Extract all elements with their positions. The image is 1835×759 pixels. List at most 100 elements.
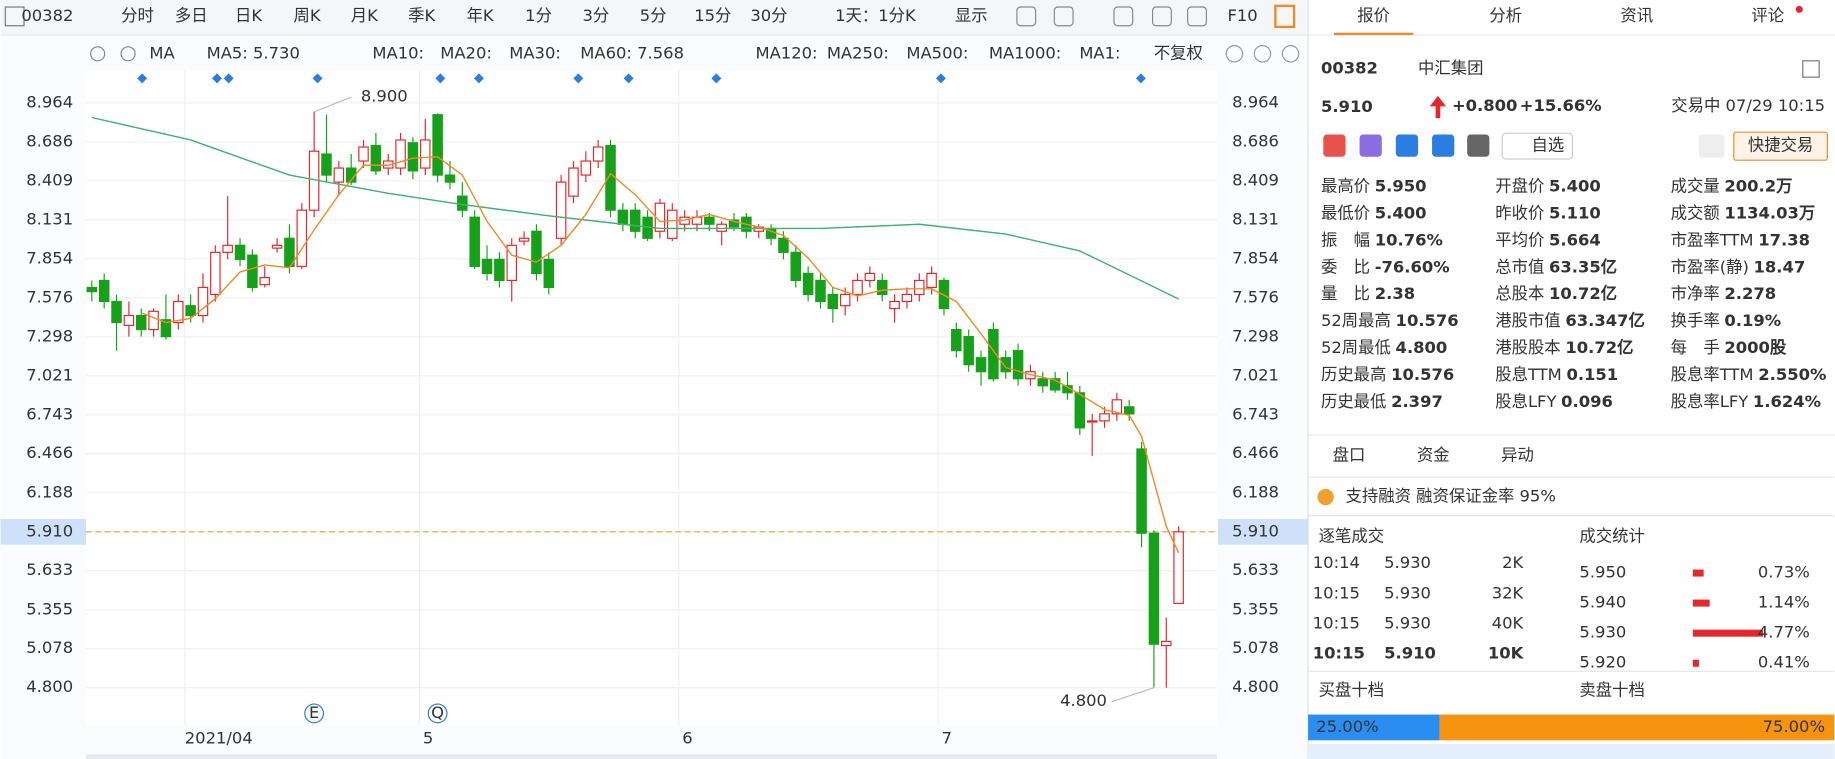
- period-tab[interactable]: 季K: [408, 6, 436, 25]
- indicator-label[interactable]: 不复权: [1154, 43, 1203, 62]
- event-badge[interactable]: [304, 703, 325, 724]
- period-tab[interactable]: 月K: [351, 6, 379, 25]
- layout-icon[interactable]: [1274, 4, 1296, 29]
- book-row: [1308, 743, 1835, 759]
- y-tick-label: 6.188: [26, 482, 73, 501]
- sub-tab[interactable]: 异动: [1501, 446, 1534, 465]
- period-tab[interactable]: 3分: [582, 6, 609, 25]
- candle-body: [716, 223, 727, 232]
- up-arrow: [1429, 95, 1447, 119]
- sub-tab[interactable]: 盘口: [1333, 446, 1366, 465]
- period-tab[interactable]: 日K: [235, 6, 263, 25]
- sub-tab[interactable]: 资金: [1417, 446, 1450, 465]
- panel-tab[interactable]: 评论: [1751, 6, 1784, 25]
- tick-volume: 2K: [1502, 553, 1524, 572]
- tick-time: 10:15: [1313, 643, 1365, 662]
- period-tab[interactable]: 多日: [175, 6, 208, 25]
- quote-name: 中汇集团: [1418, 58, 1483, 77]
- event-label[interactable]: Q: [431, 703, 444, 722]
- stat-price: 5.950: [1579, 563, 1626, 582]
- trade-button[interactable]: [1733, 131, 1828, 161]
- close-icon[interactable]: [120, 46, 136, 62]
- candle-body: [210, 251, 221, 296]
- candle-body: [148, 310, 159, 331]
- pen-icon[interactable]: [1151, 6, 1172, 27]
- event-diamond[interactable]: [137, 73, 148, 84]
- period-tab[interactable]: 15分: [694, 6, 731, 25]
- candle-body: [197, 286, 209, 317]
- event-diamond[interactable]: [223, 73, 234, 84]
- expand-icon[interactable]: [1187, 6, 1207, 27]
- period-tab[interactable]: 1天：1分K: [835, 6, 917, 25]
- y-tick-label-right: 5.355: [1232, 599, 1279, 618]
- badge-icon[interactable]: [1467, 134, 1490, 157]
- bid-ratio: 25.00%: [1316, 717, 1378, 736]
- stat-value: 2.38: [1375, 284, 1415, 303]
- candle-body: [1173, 531, 1184, 605]
- candle-body: [790, 251, 802, 282]
- panel-tab[interactable]: 资讯: [1620, 6, 1653, 25]
- y-tick-label-right: 7.576: [1232, 287, 1279, 306]
- quote-status: 交易中 07/29 10:15: [1671, 96, 1825, 115]
- indicator-label[interactable]: MA: [149, 43, 175, 62]
- y-tick-label: 7.021: [26, 365, 73, 384]
- watch-button[interactable]: [1501, 132, 1573, 160]
- stat-label: 成交量: [1671, 177, 1720, 196]
- tick-time: 10:15: [1313, 583, 1360, 602]
- stat-label: 市净率: [1671, 284, 1720, 303]
- camera-icon[interactable]: [1113, 6, 1134, 27]
- box-icon[interactable]: [1053, 6, 1074, 27]
- period-tab[interactable]: 1分: [525, 6, 552, 25]
- stat-label: 历史最低: [1321, 392, 1386, 411]
- y-tick-label-right: 5.078: [1232, 638, 1279, 657]
- badge-icon[interactable]: [1359, 134, 1382, 157]
- stat-value: 5.950: [1375, 177, 1427, 196]
- stat-label: 总股本: [1495, 284, 1544, 303]
- settings-icon[interactable]: [90, 46, 106, 62]
- candle-body: [975, 357, 987, 373]
- undo-icon[interactable]: [1225, 45, 1244, 63]
- badge-icon[interactable]: [1395, 134, 1419, 157]
- period-tab[interactable]: 5分: [640, 6, 667, 25]
- badge-icon[interactable]: [1323, 134, 1346, 157]
- period-tab[interactable]: 周K: [293, 6, 321, 25]
- menu-icon[interactable]: [1802, 60, 1820, 78]
- event-badge[interactable]: [427, 703, 448, 724]
- tick-price: 5.930: [1384, 583, 1431, 602]
- stat-value: 10.72亿: [1549, 284, 1617, 303]
- period-tab[interactable]: 分时: [121, 6, 154, 25]
- period-tab[interactable]: 显示: [955, 6, 988, 25]
- candle-body: [358, 146, 369, 162]
- zoom-out-icon[interactable]: [1253, 45, 1272, 63]
- tick-price: 5.930: [1384, 613, 1431, 632]
- period-tab[interactable]: 30分: [750, 6, 787, 25]
- panel-tab[interactable]: 报价: [1357, 6, 1390, 25]
- badge-icon[interactable]: [1432, 134, 1455, 157]
- panel-tab[interactable]: 分析: [1489, 6, 1522, 25]
- candle-body: [259, 277, 270, 286]
- candle-body: [827, 293, 839, 310]
- stat-label: 最高价: [1321, 177, 1370, 196]
- gear-icon[interactable]: [1016, 6, 1037, 27]
- y-tick-label: 7.576: [26, 287, 73, 306]
- sidebar-icon[interactable]: [4, 6, 25, 27]
- y-tick-label: 5.355: [26, 599, 73, 618]
- period-tab[interactable]: 年K: [467, 6, 495, 25]
- ma60-line: [91, 116, 1179, 300]
- stat-label: 52周最高: [1321, 311, 1391, 330]
- candle-body: [1074, 392, 1086, 429]
- stock-code[interactable]: 00382: [21, 6, 73, 25]
- stat-label: 委 比: [1321, 257, 1370, 276]
- watch-label[interactable]: 自选: [1531, 136, 1564, 155]
- plot-bg: [85, 70, 1217, 726]
- bell-icon[interactable]: [1698, 134, 1725, 158]
- event-label[interactable]: E: [309, 703, 319, 722]
- indicator-label: MA500:: [906, 43, 968, 62]
- trade-label[interactable]: 快捷交易: [1748, 136, 1813, 155]
- candle-body: [1049, 378, 1061, 391]
- candle-body: [852, 279, 863, 296]
- last-price-bg-left: [0, 518, 86, 545]
- zoom-in-icon[interactable]: [1281, 45, 1300, 63]
- event-diamond[interactable]: [212, 73, 222, 84]
- period-tab[interactable]: F10: [1228, 6, 1258, 25]
